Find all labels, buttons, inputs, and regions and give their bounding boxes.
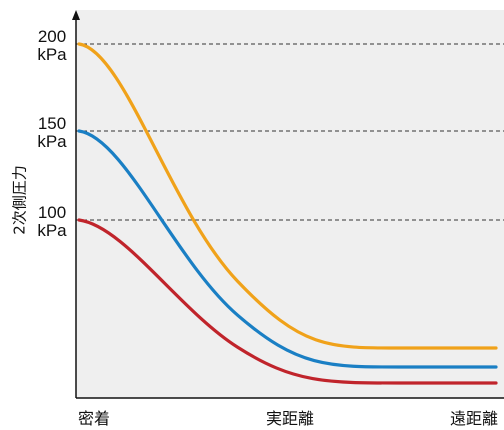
y-tick-unit-200: kPa: [37, 45, 67, 64]
series-line-1: [77, 129, 498, 369]
axes: [72, 10, 504, 399]
plot-area: [76, 10, 504, 398]
y-tick-label-100: 100: [38, 203, 66, 222]
x-tick-label-1: 実距離: [266, 409, 314, 428]
x-tick-labels: 密着 実距離 遠距離: [78, 409, 498, 428]
series-line-0: [77, 42, 498, 350]
series-line-2: [77, 218, 498, 385]
y-axis-label: 2次側圧力: [11, 165, 29, 235]
y-tick-unit-100: kPa: [37, 221, 67, 240]
series-group: [77, 42, 498, 385]
y-tick-label-200: 200: [38, 27, 66, 46]
x-tick-label-0: 密着: [78, 409, 110, 428]
x-tick-label-2: 遠距離: [450, 409, 498, 428]
y-tick-unit-150: kPa: [37, 132, 67, 151]
y-axis-arrow-icon: [72, 10, 80, 20]
y-tick-label-150: 150: [38, 114, 66, 133]
